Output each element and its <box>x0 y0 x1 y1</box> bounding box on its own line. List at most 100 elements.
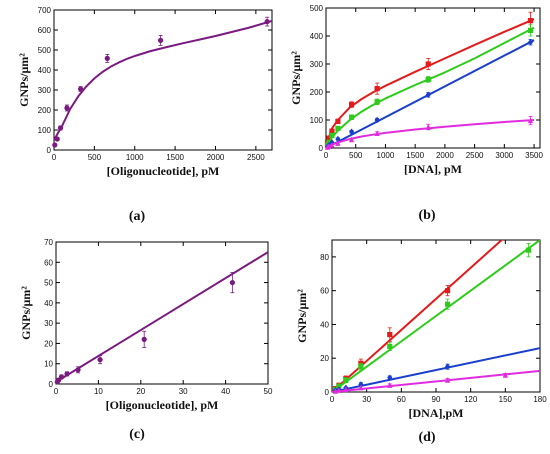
y-tick-label: 70 <box>44 238 53 247</box>
data-point <box>335 118 341 124</box>
y-tick-label: 20 <box>44 339 53 348</box>
data-point <box>527 38 534 46</box>
data-point <box>348 136 355 143</box>
data-point <box>527 18 534 24</box>
data-point <box>264 19 270 25</box>
data-point <box>527 27 534 33</box>
y-tick-label: 100 <box>38 126 52 135</box>
data-point <box>374 116 380 124</box>
x-axis-label: [DNA],pM <box>409 406 464 420</box>
data-point <box>58 374 65 380</box>
y-tick-label: 40 <box>44 299 53 308</box>
panel-label: (c) <box>129 427 145 442</box>
data-point <box>335 125 341 131</box>
y-tick-label: 30 <box>44 319 53 328</box>
x-tick-label: 3500 <box>525 151 543 160</box>
x-tick-label: 30 <box>179 387 188 396</box>
data-point <box>444 363 451 370</box>
x-tick-label: 30 <box>362 395 371 404</box>
data-point <box>425 123 431 130</box>
x-axis-label: [Oligonucleotide], pM <box>107 164 220 178</box>
fit-line <box>54 20 272 141</box>
data-point <box>444 377 451 383</box>
fit-line <box>332 240 540 392</box>
x-tick-label: 90 <box>432 395 441 404</box>
data-point <box>374 99 380 105</box>
y-tick-label: 700 <box>38 6 52 15</box>
y-tick-label: 100 <box>310 116 324 125</box>
data-point <box>358 364 364 370</box>
x-tick-label: 0 <box>54 387 59 396</box>
data-point <box>326 135 332 141</box>
x-tick-label: 40 <box>221 387 230 396</box>
data-point <box>336 387 342 393</box>
x-tick-label: 0 <box>330 395 335 404</box>
plot-frame <box>53 9 273 151</box>
x-tick-label: 1000 <box>126 153 144 162</box>
series-3 <box>332 347 540 394</box>
data-point <box>335 135 341 143</box>
fit-line <box>332 347 540 392</box>
y-tick-label: 600 <box>38 26 52 35</box>
plot-frame <box>55 241 269 385</box>
data-point <box>57 125 64 131</box>
x-tick-label: 500 <box>349 151 363 160</box>
y-tick-label: 80 <box>320 253 329 262</box>
plot-frame <box>325 7 541 149</box>
y-tick-label: 300 <box>38 86 52 95</box>
x-tick-label: 500 <box>88 153 102 162</box>
series-4 <box>332 369 540 394</box>
data-point <box>104 55 110 62</box>
y-tick-label: 0 <box>325 388 330 397</box>
x-tick-label: 1500 <box>406 151 424 160</box>
data-point <box>335 140 341 146</box>
data-point <box>348 114 355 120</box>
x-tick-label: 180 <box>533 395 547 404</box>
data-point <box>64 371 70 377</box>
fit-line <box>326 18 535 148</box>
panel-b: 0 500 1000 1500 2000 2500 3000 3500 0 100 200 300 40… <box>289 4 544 223</box>
data-point <box>425 91 431 98</box>
x-tick-label: 2500 <box>247 153 265 162</box>
y-tick-label: 0 <box>319 144 324 153</box>
x-tick-label: 10 <box>94 387 103 396</box>
data-point <box>358 381 364 388</box>
data-point <box>336 383 342 389</box>
series-1 <box>52 16 272 148</box>
data-point <box>374 130 380 137</box>
x-tick-label: 150 <box>499 395 513 404</box>
data-point <box>348 128 355 135</box>
series-2 <box>324 24 535 148</box>
data-point <box>525 247 532 253</box>
data-point <box>387 374 393 381</box>
x-tick-label: 2500 <box>466 151 484 160</box>
data-point <box>387 331 393 338</box>
data-point <box>348 102 355 108</box>
panel-label: (a) <box>129 209 146 224</box>
x-tick-label: 0 <box>324 151 329 160</box>
data-point <box>527 117 534 124</box>
data-point <box>64 105 70 111</box>
data-point <box>358 384 364 391</box>
y-tick-label: 20 <box>320 354 329 363</box>
panel-label: (b) <box>418 208 435 223</box>
data-point <box>444 301 451 307</box>
y-tick-label: 60 <box>320 287 329 296</box>
x-tick-label: 3000 <box>495 151 513 160</box>
data-point <box>374 86 380 92</box>
x-tick-label: 1000 <box>377 151 395 160</box>
y-tick-label: 300 <box>310 60 324 69</box>
panel-a: 0 500 1000 1500 2000 2500 0 100 200 300 400 500 600 7… <box>17 6 273 224</box>
x-tick-label: 20 <box>136 387 145 396</box>
data-point <box>329 132 335 138</box>
y-axis-label: GNPs/μm² <box>17 53 31 107</box>
data-point <box>329 142 335 148</box>
data-point <box>75 367 81 373</box>
data-point <box>329 128 335 134</box>
fit-line <box>56 251 268 383</box>
data-point <box>229 279 235 286</box>
series-3 <box>324 38 535 150</box>
data-point <box>425 76 431 82</box>
y-axis-label: GNPs/μm² <box>19 286 33 340</box>
series-4 <box>324 115 535 150</box>
